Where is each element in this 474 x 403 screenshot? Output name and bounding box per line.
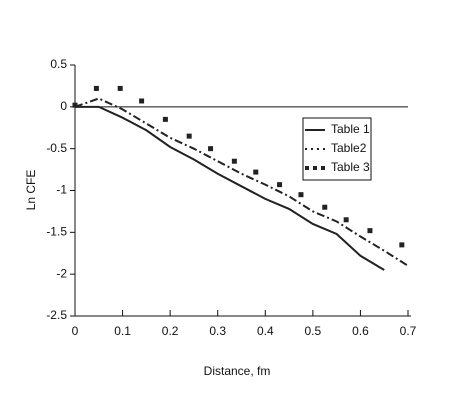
- x-tick-label: 0.4: [257, 324, 274, 338]
- point: [298, 192, 304, 198]
- legend-label: Table 1: [331, 122, 370, 136]
- y-tick-label: -0.5: [46, 141, 67, 155]
- x-tick-label: 0.3: [209, 324, 226, 338]
- legend-swatch: [313, 166, 317, 170]
- point: [277, 182, 283, 188]
- x-tick-label: 0: [72, 324, 79, 338]
- x-tick-label: 0.6: [352, 324, 369, 338]
- x-tick-label: 0.7: [400, 324, 417, 338]
- series-line: [75, 105, 385, 271]
- y-tick-label: 0.5: [50, 57, 67, 71]
- legend-label: Table 3: [331, 160, 370, 174]
- point: [399, 242, 405, 248]
- point: [72, 102, 78, 108]
- legend-swatch: [305, 166, 309, 170]
- point: [139, 98, 145, 104]
- point: [343, 217, 349, 223]
- y-tick-label: 0: [60, 99, 67, 113]
- point: [186, 133, 192, 139]
- y-tick-label: -2.5: [46, 308, 67, 322]
- point: [231, 158, 237, 164]
- point: [208, 146, 214, 152]
- point: [367, 228, 373, 234]
- series-line: [74, 97, 409, 267]
- x-tick-label: 0.2: [162, 324, 179, 338]
- y-axis-label: Ln CFE: [24, 170, 38, 211]
- point: [93, 85, 99, 91]
- x-axis-label: Distance, fm: [204, 364, 271, 378]
- x-tick-label: 0.1: [114, 324, 131, 338]
- y-tick-label: -1.5: [46, 225, 67, 239]
- point: [253, 169, 259, 175]
- legend-swatch: [321, 166, 325, 170]
- y-tick-label: -2: [56, 266, 67, 280]
- y-tick-label: -1: [56, 183, 67, 197]
- x-tick-label: 0.5: [305, 324, 322, 338]
- legend-label: Table2: [331, 141, 367, 155]
- point: [117, 85, 123, 91]
- point: [322, 204, 328, 210]
- point: [162, 116, 168, 122]
